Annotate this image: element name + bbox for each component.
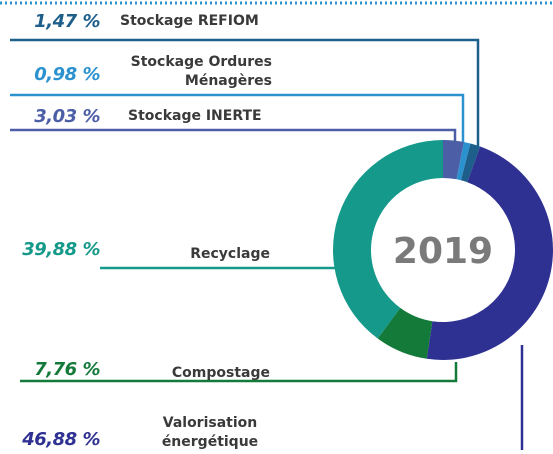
value-label: 7,76 % [34,359,100,380]
donut-slice [443,140,464,180]
center-label: 2019 [393,231,493,272]
donut-slice [460,143,481,183]
donut-slice [456,141,471,181]
donut-slice [333,139,443,339]
category-label: Stockage REFIOM [120,13,259,29]
leader-line [10,38,480,146]
donut-slice [426,146,553,360]
category-label: Recyclage [190,246,270,262]
category-label: Valorisation énergétique [161,415,259,450]
leader-line [10,93,465,145]
value-label: 1,47 % [34,11,100,32]
category-label: Stockage INERTE [128,108,262,124]
category-label: Stockage Ordures Ménagères [130,54,272,89]
donut-slice [377,307,433,359]
value-label: 39,88 % [22,239,100,260]
leader-line [20,362,458,383]
value-label: 0,98 % [34,64,100,85]
value-label: 3,03 % [34,106,100,127]
leader-line [10,128,457,145]
category-label: Compostage [171,365,270,381]
value-label: 46,88 % [22,429,100,450]
